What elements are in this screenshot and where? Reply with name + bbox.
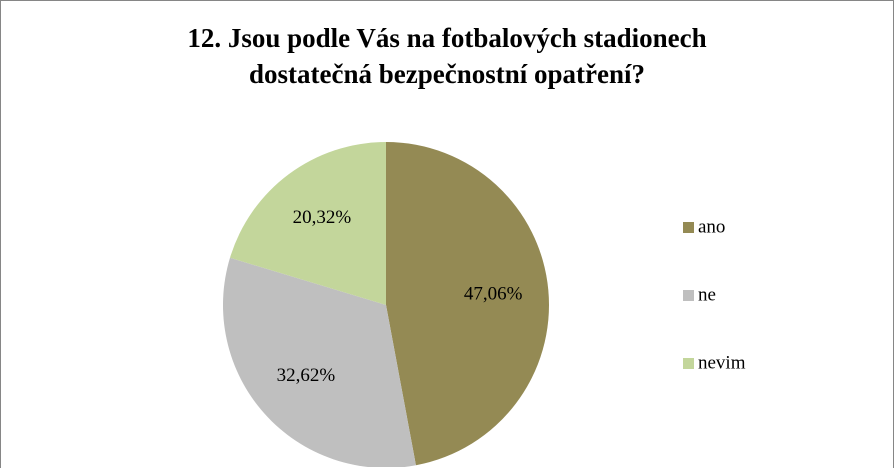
- legend-label: ano: [698, 216, 725, 237]
- legend-swatch: [683, 290, 694, 301]
- chart-title: 12. Jsou podle Vás na fotbalových stadio…: [187, 23, 707, 89]
- pie-slice: [223, 257, 416, 467]
- data-label: 32,62%: [277, 365, 336, 386]
- data-label: 20,32%: [293, 207, 352, 228]
- legend-swatch: [683, 222, 694, 233]
- data-label: 47,06%: [464, 283, 523, 304]
- legend-swatch: [683, 358, 694, 369]
- pie-slice: [229, 142, 386, 305]
- pie-slice: [386, 142, 549, 466]
- legend-label: nevim: [698, 352, 746, 373]
- legend-label: ne: [698, 284, 716, 305]
